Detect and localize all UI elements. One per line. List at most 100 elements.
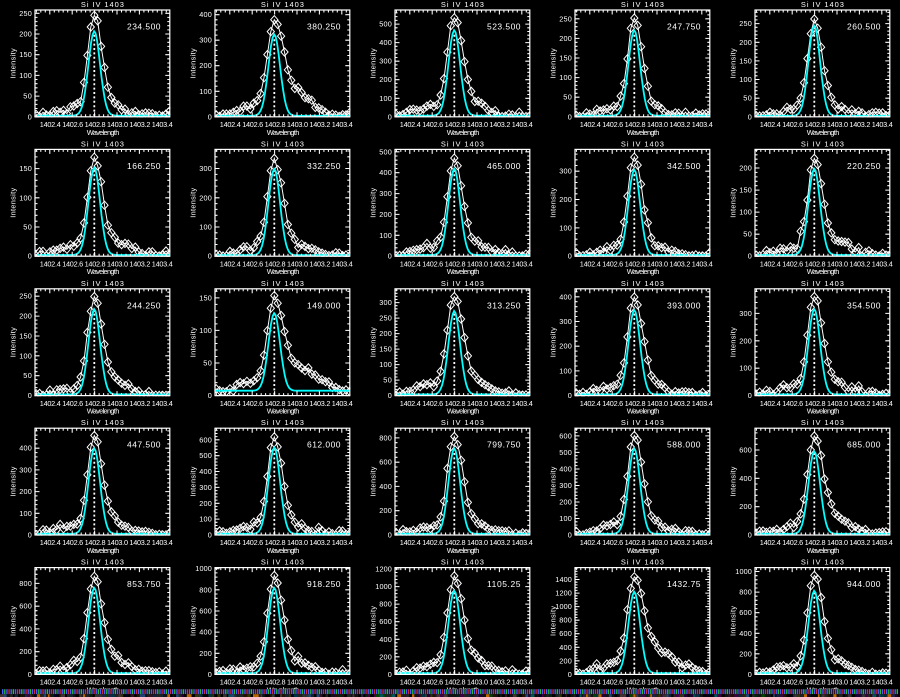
svg-text:150: 150	[559, 54, 572, 63]
svg-text:1402.6: 1402.6	[602, 399, 623, 408]
svg-text:1403.0: 1403.0	[827, 538, 848, 547]
svg-text:1402.6: 1402.6	[782, 678, 803, 687]
svg-text:523.500: 523.500	[487, 22, 521, 32]
svg-text:1402.8: 1402.8	[625, 399, 646, 408]
svg-text:50: 50	[383, 376, 392, 385]
svg-text:1402.4: 1402.4	[760, 538, 781, 547]
svg-text:0: 0	[748, 391, 752, 400]
svg-text:400: 400	[199, 628, 212, 637]
svg-text:0: 0	[28, 391, 32, 400]
svg-text:800: 800	[739, 588, 752, 597]
svg-text:200: 200	[199, 649, 212, 658]
svg-text:Wavelength: Wavelength	[87, 546, 120, 555]
svg-text:50: 50	[743, 94, 752, 103]
svg-text:1402.8: 1402.8	[805, 399, 826, 408]
svg-text:100: 100	[19, 71, 32, 80]
svg-text:150: 150	[739, 186, 752, 195]
svg-text:1403.2: 1403.2	[669, 120, 690, 129]
svg-text:1403.0: 1403.0	[647, 259, 668, 268]
svg-text:0: 0	[568, 531, 572, 540]
svg-text:300: 300	[739, 309, 752, 318]
svg-text:1403.4: 1403.4	[872, 538, 893, 547]
svg-text:1402.6: 1402.6	[422, 538, 443, 547]
svg-text:1000: 1000	[735, 567, 752, 576]
svg-text:1402.8: 1402.8	[265, 678, 286, 687]
svg-text:Intensity: Intensity	[729, 606, 738, 636]
svg-text:149.000: 149.000	[307, 300, 341, 310]
svg-text:1403.2: 1403.2	[309, 259, 330, 268]
svg-text:1402.8: 1402.8	[805, 259, 826, 268]
svg-text:1402.4: 1402.4	[400, 538, 421, 547]
svg-text:400: 400	[199, 10, 212, 19]
svg-text:50: 50	[743, 230, 752, 239]
svg-text:Wavelength: Wavelength	[627, 407, 660, 416]
svg-text:200: 200	[19, 487, 32, 496]
svg-text:1402.8: 1402.8	[85, 120, 106, 129]
svg-text:1402.6: 1402.6	[602, 538, 623, 547]
svg-text:1402.6: 1402.6	[62, 259, 83, 268]
svg-text:1402.6: 1402.6	[422, 399, 443, 408]
svg-text:1402.6: 1402.6	[782, 120, 803, 129]
svg-text:1402.4: 1402.4	[580, 538, 601, 547]
svg-text:1403.2: 1403.2	[309, 120, 330, 129]
svg-text:300: 300	[559, 317, 572, 326]
svg-text:Si IV 1403: Si IV 1403	[621, 0, 664, 9]
svg-text:250: 250	[379, 314, 392, 323]
svg-text:380.250: 380.250	[307, 22, 341, 32]
svg-text:1402.6: 1402.6	[782, 538, 803, 547]
svg-text:Wavelength: Wavelength	[447, 407, 480, 416]
svg-text:1403.0: 1403.0	[647, 399, 668, 408]
svg-text:1402.8: 1402.8	[625, 120, 646, 129]
svg-text:220.250: 220.250	[847, 161, 881, 171]
svg-text:342.500: 342.500	[667, 161, 701, 171]
svg-text:250: 250	[559, 14, 572, 23]
svg-text:200: 200	[19, 647, 32, 656]
svg-text:Si IV 1403: Si IV 1403	[441, 558, 484, 567]
svg-text:Wavelength: Wavelength	[447, 267, 480, 276]
svg-text:1402.4: 1402.4	[40, 538, 61, 547]
svg-text:100: 100	[559, 514, 572, 523]
svg-text:1402.6: 1402.6	[602, 259, 623, 268]
svg-text:Wavelength: Wavelength	[807, 407, 840, 416]
svg-text:0: 0	[568, 391, 572, 400]
svg-text:100: 100	[379, 360, 392, 369]
svg-text:Wavelength: Wavelength	[267, 128, 300, 137]
svg-text:1403.2: 1403.2	[489, 538, 510, 547]
svg-text:685.000: 685.000	[847, 440, 881, 450]
svg-text:1000: 1000	[195, 564, 212, 573]
svg-text:1403.2: 1403.2	[489, 259, 510, 268]
svg-text:100: 100	[19, 509, 32, 518]
svg-text:944.000: 944.000	[847, 579, 881, 589]
svg-text:1403.4: 1403.4	[512, 538, 533, 547]
svg-text:600: 600	[739, 446, 752, 455]
svg-text:1402.8: 1402.8	[805, 120, 826, 129]
svg-text:1403.2: 1403.2	[669, 678, 690, 687]
svg-text:400: 400	[559, 292, 572, 301]
svg-text:1403.0: 1403.0	[287, 259, 308, 268]
svg-text:1402.8: 1402.8	[85, 399, 106, 408]
svg-text:0: 0	[388, 252, 392, 261]
svg-text:1403.2: 1403.2	[489, 399, 510, 408]
svg-text:Wavelength: Wavelength	[627, 267, 660, 276]
svg-text:0: 0	[208, 531, 212, 540]
svg-text:200: 200	[379, 652, 392, 661]
svg-text:1403.2: 1403.2	[849, 259, 870, 268]
svg-text:799.750: 799.750	[487, 440, 521, 450]
svg-text:1402.8: 1402.8	[265, 399, 286, 408]
svg-text:Intensity: Intensity	[369, 187, 378, 217]
svg-text:800: 800	[379, 433, 392, 442]
svg-text:400: 400	[379, 38, 392, 47]
svg-text:800: 800	[379, 600, 392, 609]
svg-text:1402.6: 1402.6	[422, 678, 443, 687]
svg-text:Intensity: Intensity	[189, 606, 198, 636]
svg-text:1403.0: 1403.0	[827, 399, 848, 408]
svg-text:247.750: 247.750	[667, 22, 701, 32]
svg-text:Intensity: Intensity	[9, 327, 18, 357]
svg-text:1403.0: 1403.0	[287, 399, 308, 408]
svg-text:1402.6: 1402.6	[62, 120, 83, 129]
svg-text:Intensity: Intensity	[549, 187, 558, 217]
svg-text:600: 600	[559, 629, 572, 638]
svg-text:1403.0: 1403.0	[647, 538, 668, 547]
svg-text:200: 200	[739, 502, 752, 511]
svg-text:Intensity: Intensity	[369, 327, 378, 357]
